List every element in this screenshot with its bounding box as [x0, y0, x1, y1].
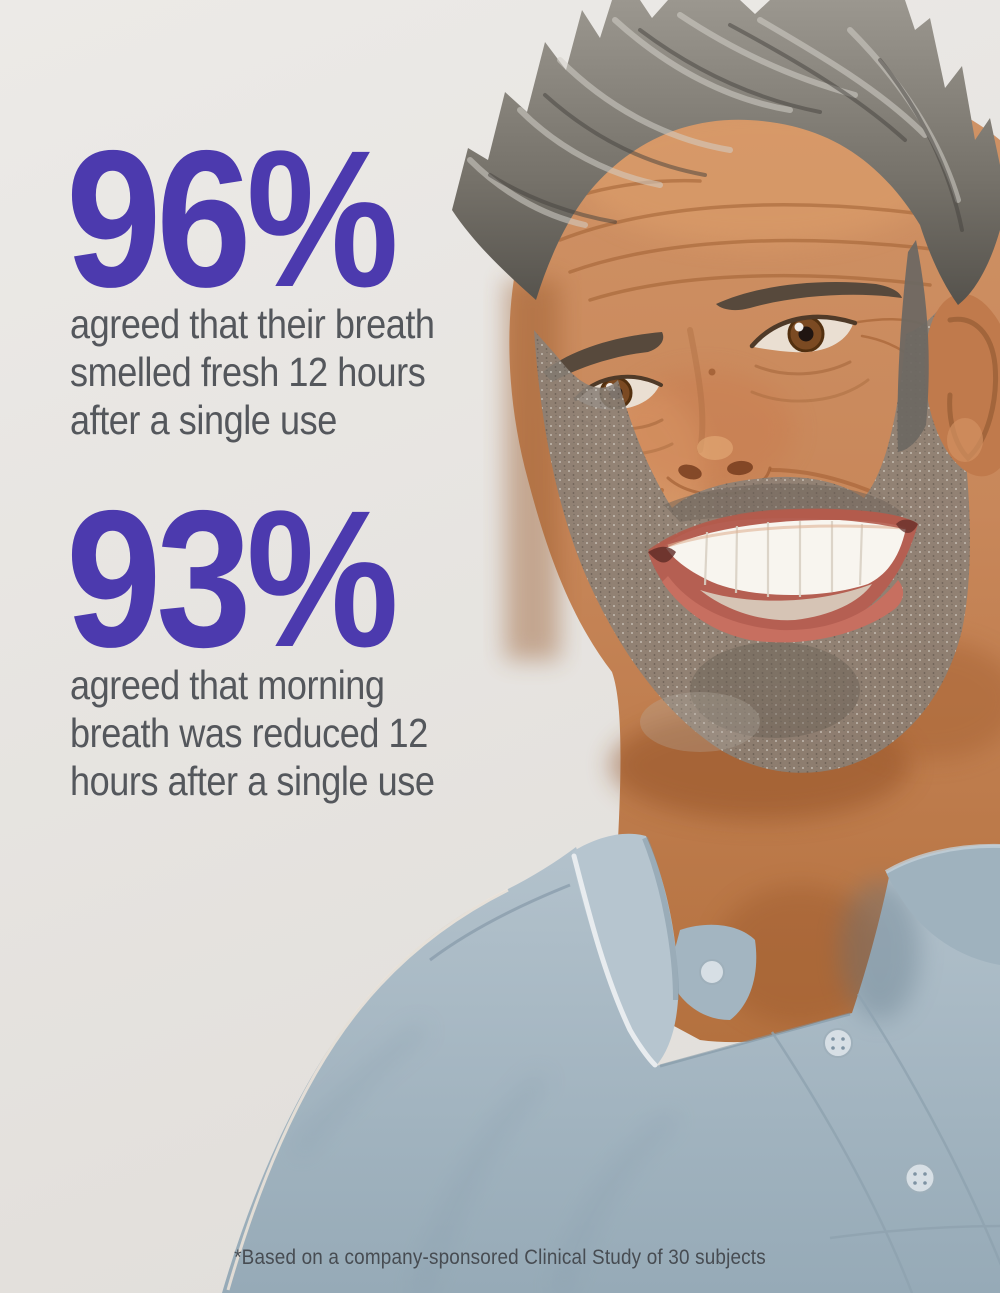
eyebrows [543, 282, 902, 382]
ear [924, 293, 1000, 477]
footnote-disclaimer: *Based on a company-sponsored Clinical S… [234, 1246, 766, 1269]
stat-description-line: agreed that their breath [70, 301, 435, 347]
collar [571, 833, 1000, 1068]
stat-description-line: agreed that morning [70, 662, 385, 708]
smile-mouth [648, 508, 918, 643]
stat-description-line: hours after a single use [70, 758, 435, 804]
stat-description-line: after a single use [70, 397, 337, 443]
polo-shirt [222, 833, 1000, 1293]
polo-buttons [823, 1028, 936, 1194]
stat-description-morning-breath: agreed that morning breath was reduced 1… [70, 661, 435, 805]
stat-description-line: smelled fresh 12 hours [70, 349, 426, 395]
stat-value-fresh-breath: 96% [66, 110, 399, 328]
hair [452, 0, 1000, 452]
stat-description-fresh-breath: agreed that their breath smelled fresh 1… [70, 300, 435, 444]
stat-description-line: breath was reduced 12 [70, 710, 428, 756]
stat-value-morning-breath: 93% [66, 470, 399, 688]
nose [645, 327, 912, 554]
